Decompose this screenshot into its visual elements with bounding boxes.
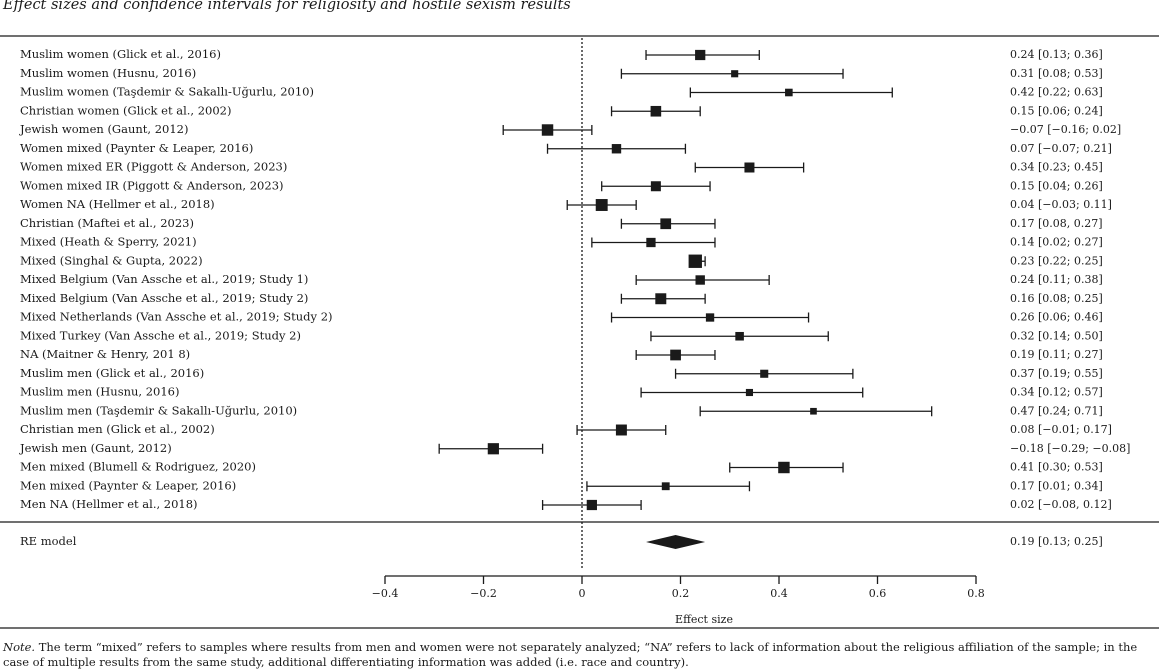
x-tick-label: 0.8 xyxy=(967,587,985,600)
study-label: NA (Maitner & Henry, 201 8) xyxy=(20,347,190,361)
study-estimate-text: 0.07 [−0.07; 0.21] xyxy=(1010,142,1112,155)
study-estimate-text: 0.34 [0.23; 0.45] xyxy=(1010,161,1103,174)
point-estimate-square xyxy=(615,424,627,436)
point-estimate-square xyxy=(760,369,769,378)
point-estimate-square xyxy=(705,313,715,322)
summary-diamond xyxy=(646,535,706,549)
point-estimate-square xyxy=(661,482,670,491)
study-estimate-text: 0.08 [−0.01; 0.17] xyxy=(1010,423,1112,436)
point-estimate-square xyxy=(695,49,706,61)
study-estimate-text: 0.23 [0.22; 0.25] xyxy=(1010,254,1103,267)
x-tick-label: −0.2 xyxy=(470,587,497,600)
note-label: Note. xyxy=(3,640,36,654)
study-estimate-text: 0.26 [0.06; 0.46] xyxy=(1010,311,1103,324)
summary-estimate-text: 0.19 [0.13; 0.25] xyxy=(1010,535,1103,548)
study-label: Mixed Netherlands (Van Assche et al., 20… xyxy=(20,310,333,324)
point-estimate-square xyxy=(650,105,662,117)
x-tick-label: −0.4 xyxy=(372,587,399,600)
study-estimate-text: 0.42 [0.22; 0.63] xyxy=(1010,86,1103,99)
study-label: Christian women (Glick et al., 2002) xyxy=(20,103,231,117)
point-estimate-square xyxy=(735,331,744,341)
point-estimate-square xyxy=(670,349,681,361)
study-label: Women mixed ER (Piggott & Anderson, 2023… xyxy=(20,160,287,174)
study-estimate-text: 0.15 [0.04; 0.26] xyxy=(1010,179,1103,192)
figure-title: Effect sizes and confidence intervals fo… xyxy=(3,0,571,13)
point-estimate-square xyxy=(695,275,705,285)
point-estimate-square xyxy=(595,199,608,211)
x-tick-label: 0 xyxy=(579,587,586,600)
point-estimate-square xyxy=(541,124,554,136)
point-estimate-square xyxy=(611,144,622,154)
study-estimate-text: 0.17 [0.01; 0.34] xyxy=(1010,479,1103,492)
point-estimate-square xyxy=(646,237,656,248)
study-estimate-text: 0.15 [0.06; 0.24] xyxy=(1010,104,1103,117)
point-estimate-square xyxy=(744,162,755,173)
point-estimate-square xyxy=(778,461,790,474)
point-estimate-square xyxy=(660,218,672,230)
study-label: Women mixed IR (Piggott & Anderson, 2023… xyxy=(20,178,284,192)
x-tick-label: 0.6 xyxy=(869,587,887,600)
study-estimate-text: 0.17 [0.08, 0.27] xyxy=(1010,217,1103,230)
x-tick-label: 0.4 xyxy=(770,587,788,600)
point-estimate-square xyxy=(487,443,499,455)
study-label: Christian (Maftei et al., 2023) xyxy=(20,216,194,230)
figure-note: Note. The term “mixed” refers to samples… xyxy=(3,640,1153,670)
study-label: Muslim men (Taşdemir & Sakallı-Uğurlu, 2… xyxy=(20,403,297,417)
study-label: Muslim women (Husnu, 2016) xyxy=(20,66,196,80)
study-label: Women NA (Hellmer et al., 2018) xyxy=(20,197,215,211)
study-label: Jewish men (Gaunt, 2012) xyxy=(19,441,172,455)
study-estimate-text: −0.07 [−0.16; 0.02] xyxy=(1010,123,1121,136)
study-estimate-text: 0.47 [0.24; 0.71] xyxy=(1010,404,1103,417)
study-label: Christian men (Glick et al., 2002) xyxy=(20,422,215,436)
study-label: Mixed (Singhal & Gupta, 2022) xyxy=(20,253,203,267)
point-estimate-square xyxy=(650,181,661,192)
point-estimate-square xyxy=(810,407,817,415)
study-estimate-text: 0.02 [−0.08, 0.12] xyxy=(1010,498,1112,511)
point-estimate-square xyxy=(586,499,597,511)
study-label: Men mixed (Blumell & Rodriguez, 2020) xyxy=(20,460,256,474)
study-estimate-text: 0.32 [0.14; 0.50] xyxy=(1010,329,1103,342)
study-label: Muslim women (Glick et al., 2016) xyxy=(20,47,221,61)
study-estimate-text: 0.41 [0.30; 0.53] xyxy=(1010,461,1103,474)
study-estimate-text: 0.34 [0.12; 0.57] xyxy=(1010,386,1103,399)
note-text: The term “mixed” refers to samples where… xyxy=(3,640,1138,669)
point-estimate-square xyxy=(785,88,793,97)
study-estimate-text: 0.37 [0.19; 0.55] xyxy=(1010,367,1103,380)
summary-label: RE model xyxy=(20,534,77,548)
study-label: Mixed Belgium (Van Assche et al., 2019; … xyxy=(20,272,308,286)
x-axis-label: Effect size xyxy=(675,613,733,626)
point-estimate-square xyxy=(655,293,667,305)
study-label: Mixed (Heath & Sperry, 2021) xyxy=(20,235,197,249)
study-estimate-text: 0.24 [0.13; 0.36] xyxy=(1010,48,1103,61)
point-estimate-square xyxy=(745,388,754,397)
point-estimate-square xyxy=(688,254,702,268)
study-estimate-text: 0.04 [−0.03; 0.11] xyxy=(1010,198,1112,211)
point-estimate-square xyxy=(731,70,739,78)
study-label: Mixed Turkey (Van Assche et al., 2019; S… xyxy=(20,328,301,342)
study-estimate-text: 0.24 [0.11; 0.38] xyxy=(1010,273,1103,286)
study-label: Jewish women (Gaunt, 2012) xyxy=(19,122,188,136)
study-label: Muslim men (Husnu, 2016) xyxy=(20,385,179,399)
x-tick-label: 0.2 xyxy=(672,587,690,600)
study-label: Women mixed (Paynter & Leaper, 2016) xyxy=(20,141,253,155)
study-label: Men mixed (Paynter & Leaper, 2016) xyxy=(20,478,236,492)
study-label: Muslim women (Taşdemir & Sakallı-Uğurlu,… xyxy=(20,85,314,99)
study-estimate-text: 0.14 [0.02; 0.27] xyxy=(1010,236,1103,249)
study-label: Men NA (Hellmer et al., 2018) xyxy=(20,497,198,511)
study-estimate-text: 0.19 [0.11; 0.27] xyxy=(1010,348,1103,361)
study-estimate-text: −0.18 [−0.29; −0.08] xyxy=(1010,442,1130,455)
study-estimate-text: 0.16 [0.08; 0.25] xyxy=(1010,292,1103,305)
study-estimate-text: 0.31 [0.08; 0.53] xyxy=(1010,67,1103,80)
study-label: Muslim men (Glick et al., 2016) xyxy=(20,366,204,380)
study-label: Mixed Belgium (Van Assche et al., 2019; … xyxy=(20,291,308,305)
